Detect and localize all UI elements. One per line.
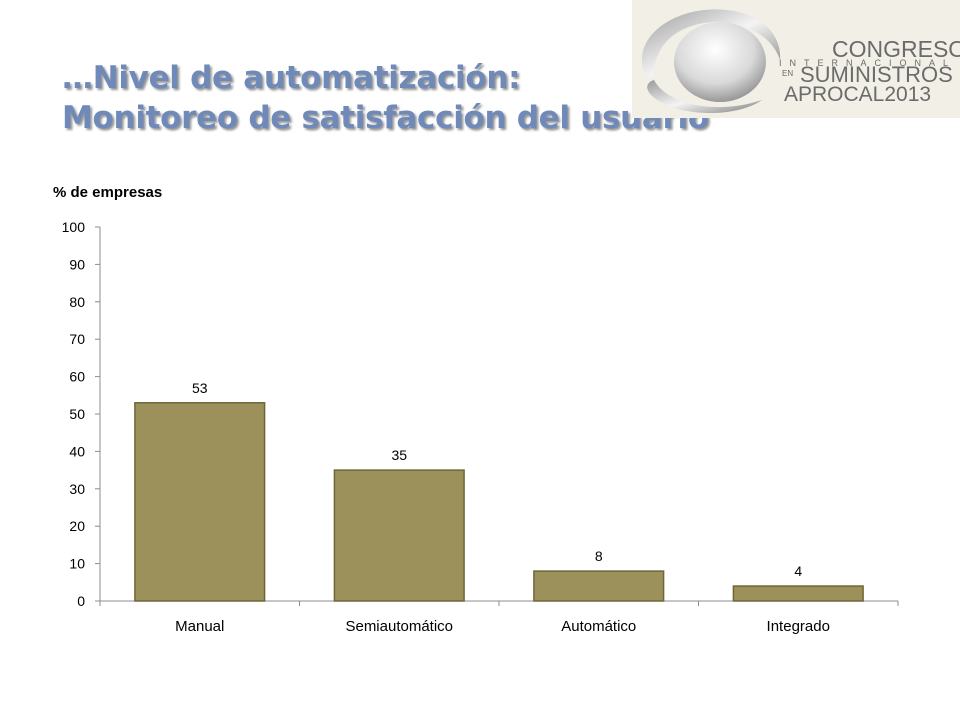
- y-tick-label: 70: [69, 331, 85, 347]
- title-line-1: …Nivel de automatización:: [62, 60, 521, 96]
- y-tick-label: 50: [69, 406, 85, 422]
- y-tick-label: 80: [69, 294, 85, 310]
- y-tick-label: 10: [69, 556, 85, 572]
- logo-text-internacional: INTERNACIONAL: [779, 58, 957, 68]
- data-label: 4: [794, 563, 802, 579]
- y-tick-label: 20: [69, 518, 85, 534]
- logo-text-en: EN: [782, 69, 794, 78]
- x-tick-label: Automático: [561, 618, 636, 635]
- x-tick-label: Manual: [175, 618, 224, 635]
- y-tick-label: 40: [69, 443, 85, 459]
- logo-text-suministros: SUMINISTROS: [800, 62, 953, 87]
- y-tick-label: 0: [77, 593, 85, 609]
- y-tick-label: 60: [69, 369, 85, 385]
- bar-manual: [134, 402, 266, 602]
- congreso-logo: CONGRESO INTERNACIONAL EN SUMINISTROS AP…: [632, 0, 960, 118]
- logo-text-aprocal: APROCAL2013: [784, 83, 932, 106]
- data-label: 8: [595, 548, 603, 564]
- y-tick-label: 90: [69, 256, 85, 272]
- bar-integrado: [732, 585, 864, 602]
- slide-title: …Nivel de automatización: Monitoreo de s…: [62, 58, 762, 138]
- x-tick-label: Semiautomático: [345, 618, 453, 635]
- y-axis-label: % de empresas: [53, 184, 162, 201]
- bar-semiautomático: [333, 469, 465, 602]
- sphere-emblem-icon: [641, 9, 781, 114]
- data-label: 35: [391, 447, 407, 463]
- logo-text-congreso: CONGRESO: [832, 36, 960, 62]
- data-label: 53: [192, 380, 208, 396]
- y-tick-label: 30: [69, 481, 85, 497]
- title-line-2: Monitoreo de satisfacción del usuario: [62, 100, 709, 136]
- x-tick-label: Integrado: [767, 618, 830, 635]
- y-tick-label: 100: [62, 219, 86, 235]
- bar-automático: [533, 570, 665, 602]
